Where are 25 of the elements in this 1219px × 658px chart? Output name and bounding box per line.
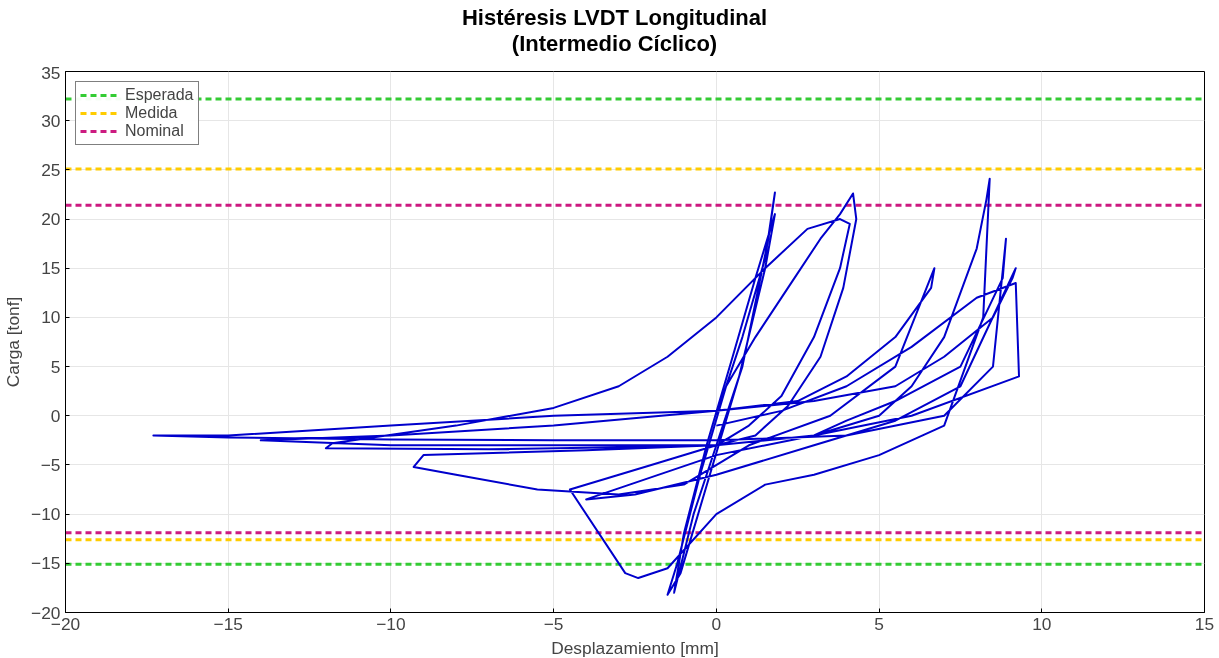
legend-label: Nominal: [125, 122, 184, 140]
chart-title: Histéresis LVDT Longitudinal (Intermedio Cíclico): [461, 5, 768, 57]
x-tick-label: 0: [711, 613, 722, 634]
ref-line-label: Esperada: [125, 86, 194, 104]
y-tick-label: −15: [31, 553, 61, 574]
x-tick-label: 10: [1032, 613, 1052, 634]
x-tick-label: −15: [213, 613, 243, 634]
y-tick-label: 30: [41, 110, 61, 131]
y-tick-label: 20: [41, 209, 61, 230]
y-tick-label: −5: [40, 454, 61, 475]
line-series: [152, 177, 1021, 596]
y-tick-label: 0: [50, 405, 61, 426]
y-tick-label: 10: [41, 307, 61, 328]
y-tick-label: 25: [41, 159, 61, 180]
x-tick-label: 15: [1194, 613, 1215, 634]
x-tick-label: −5: [543, 613, 564, 634]
y-tick-label: −10: [31, 504, 61, 525]
y-tick-label: 15: [41, 258, 61, 279]
legend-label: Medida: [125, 104, 178, 122]
x-axis-title: Desplazamiento [mm]: [551, 637, 719, 658]
x-tick-label: −10: [376, 613, 406, 634]
y-tick-label: 5: [50, 356, 61, 377]
x-tick-label: 5: [874, 613, 884, 634]
y-tick-label: 35: [41, 62, 61, 83]
y-axis-title: Carga [tonf]: [3, 296, 24, 388]
